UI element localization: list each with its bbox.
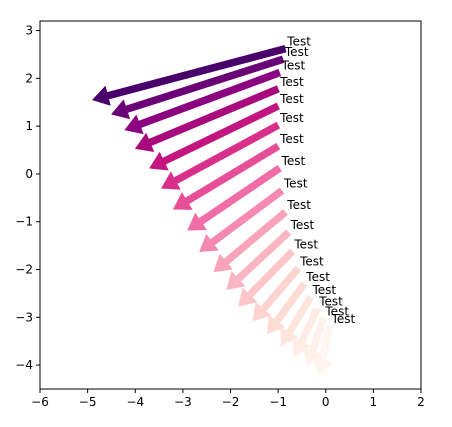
x-tick-label: −1 xyxy=(269,395,287,409)
x-tick-label: −3 xyxy=(174,395,192,409)
arrow-18 xyxy=(312,324,334,377)
arrow-12 xyxy=(238,248,296,307)
arrow-label-6: Test xyxy=(279,111,304,125)
arrow-5 xyxy=(149,102,280,171)
y-tick-label: −1 xyxy=(15,215,33,229)
arrow-11 xyxy=(226,229,292,290)
arrow-label-2: Test xyxy=(284,45,309,59)
y-tick-label: 1 xyxy=(25,119,33,133)
y-tick-label: −4 xyxy=(15,358,33,372)
arrow-label-7: Test xyxy=(279,132,304,146)
y-axis: −4 −3 −2 −1 0 1 2 3 xyxy=(15,24,40,372)
x-axis: −6 −5 −4 −3 −2 −1 0 1 2 xyxy=(31,389,425,409)
arrow-1 xyxy=(91,44,287,106)
arrow-label-18: Test xyxy=(331,312,356,326)
labels-layer: TestTestTestTestTestTestTestTestTestTest… xyxy=(279,35,355,326)
y-tick-label: 3 xyxy=(25,24,33,38)
x-tick-label: −5 xyxy=(79,395,97,409)
arrow-label-8: Test xyxy=(281,154,306,168)
arrow-14 xyxy=(266,281,308,335)
arrow-10 xyxy=(213,209,288,273)
arrow-13 xyxy=(252,265,302,322)
arrow-15 xyxy=(280,295,314,347)
arrow-8 xyxy=(187,164,282,231)
arrow-label-15: Test xyxy=(312,283,337,297)
x-tick-label: 1 xyxy=(370,395,378,409)
arrow-label-17: Test xyxy=(324,304,349,318)
arrow-label-10: Test xyxy=(286,198,311,212)
y-tick-label: −2 xyxy=(15,263,33,277)
y-tick-label: 0 xyxy=(25,167,33,181)
y-tick-label: −3 xyxy=(15,310,33,324)
arrow-3 xyxy=(124,68,282,135)
y-tick-label: 2 xyxy=(25,71,33,85)
arrow-9 xyxy=(199,187,285,253)
x-tick-label: 2 xyxy=(417,395,425,409)
arrow-label-4: Test xyxy=(279,75,304,89)
x-tick-label: −2 xyxy=(222,395,240,409)
arrow-label-1: Test xyxy=(286,35,311,49)
arrow-16 xyxy=(292,306,321,357)
arrow-label-14: Test xyxy=(305,270,330,284)
arrow-label-11: Test xyxy=(290,218,315,232)
x-tick-label: −6 xyxy=(31,395,49,409)
arrow-label-5: Test xyxy=(279,92,304,106)
arrow-label-13: Test xyxy=(299,255,324,269)
arrow-label-16: Test xyxy=(318,295,343,309)
arrow-2 xyxy=(110,55,285,120)
x-tick-label: 0 xyxy=(322,395,330,409)
arrow-label-3: Test xyxy=(281,59,306,73)
arrows-layer xyxy=(91,44,334,377)
arrow-label-9: Test xyxy=(283,177,308,191)
arrow-4 xyxy=(134,85,280,153)
arrow-6 xyxy=(160,121,281,190)
arrow-label-12: Test xyxy=(293,237,318,251)
arrow-7 xyxy=(172,142,281,210)
x-tick-label: −4 xyxy=(126,395,144,409)
